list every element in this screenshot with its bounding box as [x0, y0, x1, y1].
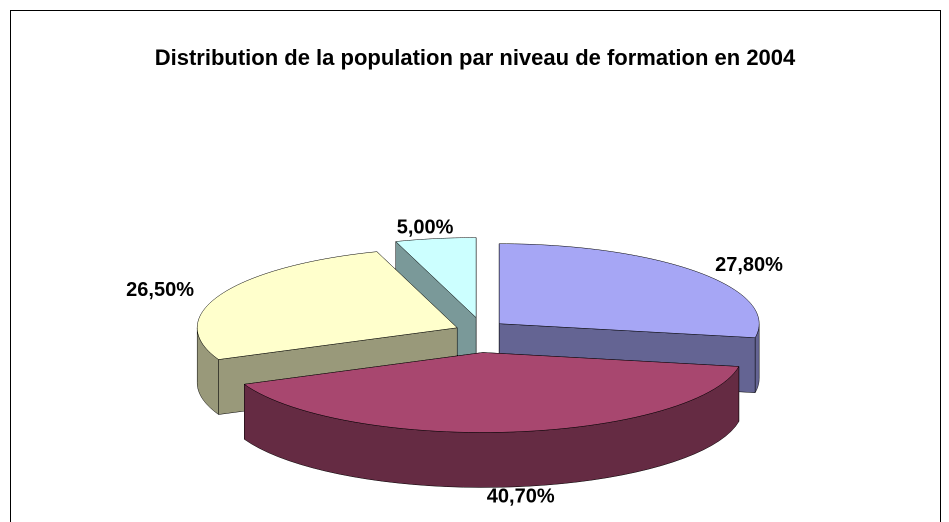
slice-top — [196, 251, 458, 360]
slice-top — [243, 352, 740, 433]
pie-slice — [243, 352, 740, 488]
chart-border — [10, 10, 941, 522]
data-label: 40,70% — [487, 486, 555, 508]
data-label: 27,80% — [715, 254, 783, 276]
data-label: 26,50% — [126, 279, 194, 301]
slice-top — [395, 237, 477, 319]
chart-title: Distribution de la population par niveau… — [154, 45, 796, 70]
slice-top — [498, 243, 760, 338]
data-label: 5,00% — [397, 217, 454, 239]
